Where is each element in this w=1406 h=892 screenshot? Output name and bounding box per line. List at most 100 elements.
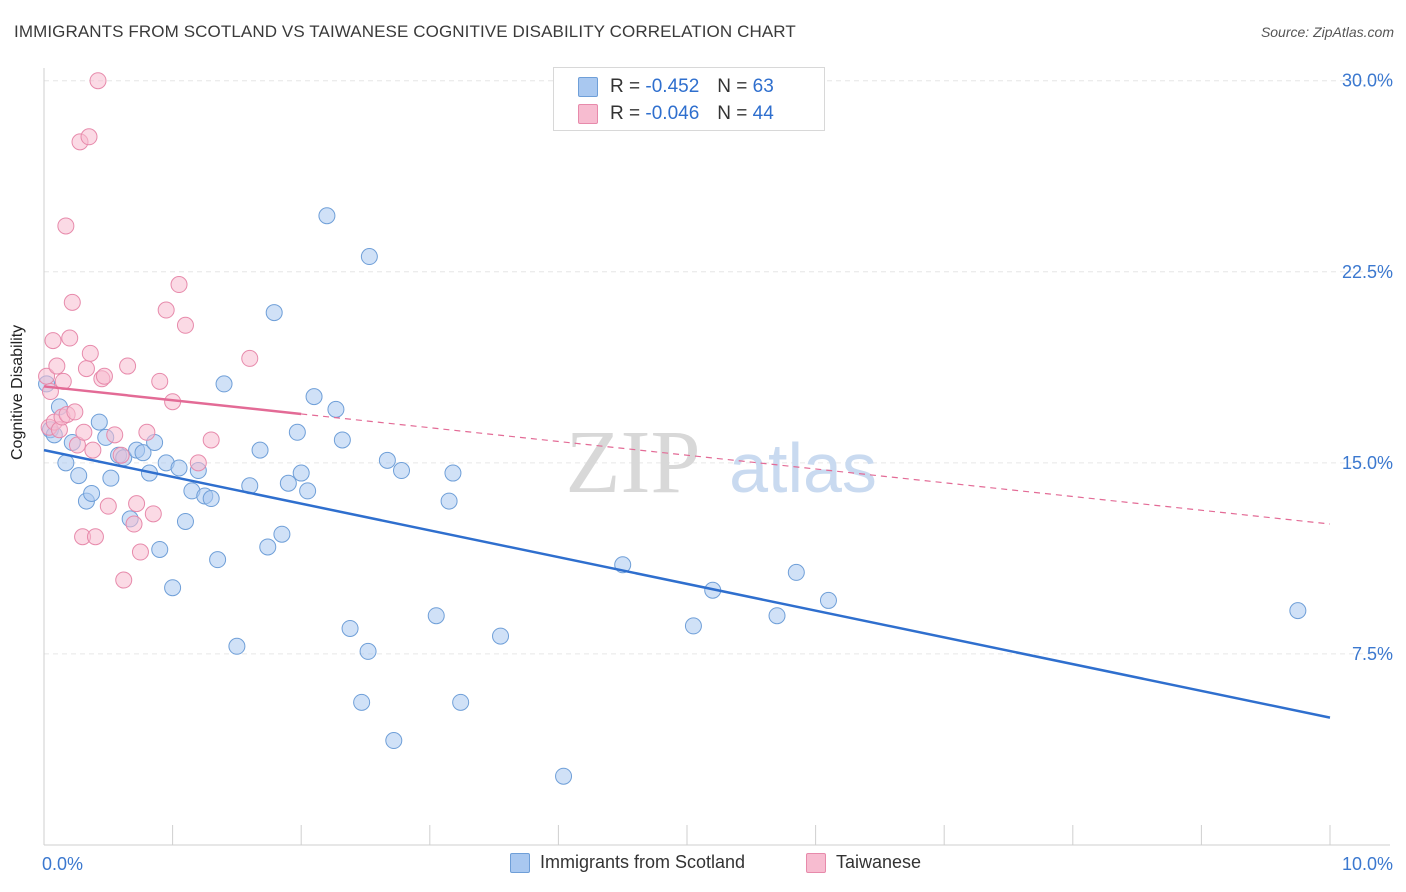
taiwanese-point	[48, 357, 66, 375]
n-label: N =	[717, 103, 748, 124]
legend-swatch-scotland	[510, 852, 530, 873]
r-value: -0.452	[645, 76, 700, 97]
legend-label-taiwanese: Taiwanese	[836, 852, 922, 872]
taiwanese-point	[151, 372, 169, 390]
scotland-point	[684, 617, 702, 635]
scotland-point	[228, 637, 246, 655]
scotland-point	[768, 607, 786, 625]
taiwanese-point	[138, 423, 156, 441]
taiwanese-point	[57, 217, 75, 235]
taiwanese-point	[89, 72, 107, 90]
scotland-point	[292, 464, 310, 482]
scotland-point	[90, 413, 108, 431]
taiwanese-point	[115, 571, 133, 589]
scotland-point	[57, 454, 75, 472]
taiwanese-point	[99, 497, 117, 515]
taiwanese-trend-extension	[301, 413, 1331, 525]
taiwanese-point	[95, 367, 113, 385]
scotland-point	[83, 484, 101, 502]
scotland-point	[555, 767, 573, 785]
chart-title: IMMIGRANTS FROM SCOTLAND VS TAIWANESE CO…	[14, 22, 796, 41]
taiwanese-point	[44, 332, 62, 350]
legend-item-taiwanese[interactable]: Taiwanese	[806, 852, 921, 873]
taiwanese-point	[170, 276, 188, 294]
y-tick-label: 15.0%	[1342, 453, 1393, 473]
stats-swatch-taiwanese	[578, 104, 598, 124]
scotland-point	[819, 591, 837, 609]
scotland-point	[333, 431, 351, 449]
scotland-point	[327, 400, 345, 418]
taiwanese-point	[241, 349, 259, 367]
y-axis-label: Cognitive Disability	[9, 324, 26, 460]
taiwanese-point	[106, 426, 124, 444]
scotland-point	[353, 693, 371, 711]
scotland-point	[378, 451, 396, 469]
scotland-point	[259, 538, 277, 556]
y-tick-label: 22.5%	[1342, 262, 1393, 282]
source-credit: Source: ZipAtlas.com	[1260, 24, 1394, 40]
n-value: 44	[752, 103, 774, 124]
taiwanese-point	[176, 316, 194, 334]
scotland-point	[164, 579, 182, 597]
scotland-point	[134, 444, 152, 462]
taiwanese-point	[131, 543, 149, 561]
scotland-point	[444, 464, 462, 482]
scotland-point	[209, 551, 227, 569]
taiwanese-point	[189, 454, 207, 472]
scotland-point	[279, 474, 297, 492]
r-value: -0.046	[645, 103, 700, 124]
n-label: N =	[717, 76, 748, 97]
taiwanese-point	[144, 505, 162, 523]
scotland-point	[359, 642, 377, 660]
legend-swatch-taiwanese	[806, 852, 826, 873]
taiwanese-point	[157, 301, 175, 319]
scotland-point	[440, 492, 458, 510]
taiwanese-point	[202, 431, 220, 449]
scotland-trend-line	[43, 448, 1331, 719]
stats-row-scotland: R = -0.452 N = 63	[578, 74, 774, 100]
scotland-point	[170, 459, 188, 477]
legend-item-scotland[interactable]: Immigrants from Scotland	[510, 852, 745, 873]
stats-row-taiwanese: R = -0.046 N = 44	[578, 101, 774, 127]
scotland-point	[299, 482, 317, 500]
scotland-point	[452, 693, 470, 711]
taiwanese-point	[81, 344, 99, 362]
scotland-point	[427, 607, 445, 625]
scotland-point	[318, 207, 336, 225]
taiwanese-point	[84, 441, 102, 459]
taiwanese-point	[80, 128, 98, 146]
taiwanese-trend-line	[43, 385, 302, 416]
scotland-point	[360, 248, 378, 266]
x-tick-label: 0.0%	[42, 854, 83, 874]
scotland-point	[215, 375, 233, 393]
y-tick-label: 7.5%	[1352, 644, 1393, 664]
scotland-point	[393, 462, 411, 480]
r-label: R =	[610, 103, 641, 124]
r-label: R =	[610, 76, 641, 97]
scotland-point	[70, 467, 88, 485]
taiwanese-point	[75, 423, 93, 441]
taiwanese-point	[125, 515, 143, 533]
taiwanese-point	[128, 495, 146, 513]
scotland-point	[385, 732, 403, 750]
legend-label-scotland: Immigrants from Scotland	[540, 852, 746, 872]
scotland-point	[305, 388, 323, 406]
scotland-point	[341, 619, 359, 637]
scotland-point	[492, 627, 510, 645]
scotland-point	[787, 563, 805, 581]
taiwanese-point	[112, 446, 130, 464]
taiwanese-point	[77, 360, 95, 378]
x-tick-label: 10.0%	[1342, 854, 1393, 874]
taiwanese-point	[119, 357, 137, 375]
taiwanese-point	[66, 403, 84, 421]
scotland-point	[288, 423, 306, 441]
taiwanese-point	[86, 528, 104, 546]
stats-box: R = -0.452 N = 63 R = -0.046 N = 44	[553, 67, 825, 131]
scotland-point	[202, 490, 220, 508]
scotland-point	[273, 525, 291, 543]
y-tick-label: 30.0%	[1342, 71, 1393, 91]
taiwanese-point	[61, 329, 79, 347]
scotland-point	[251, 441, 269, 459]
scotland-point	[102, 469, 120, 487]
